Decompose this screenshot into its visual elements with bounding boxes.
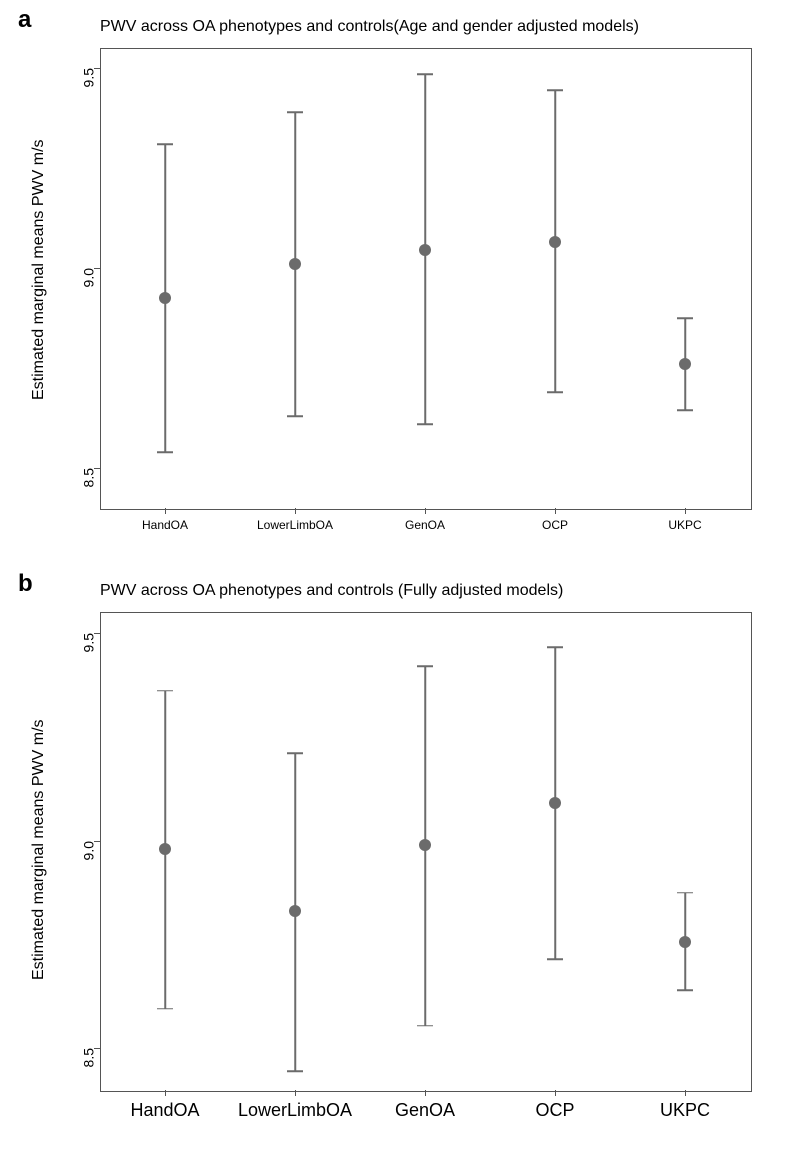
plot-area <box>100 48 752 510</box>
error-cap <box>417 423 433 425</box>
xtick-mark <box>295 1090 296 1096</box>
xtick-label: HandOA <box>130 1100 199 1121</box>
ytick-label: 9.5 <box>80 68 96 87</box>
xtick-label: UKPC <box>660 1100 710 1121</box>
xtick-mark <box>165 1090 166 1096</box>
panel-title: PWV across OA phenotypes and controls (F… <box>100 582 563 600</box>
panel-label: a <box>18 6 31 34</box>
xtick-label: OCP <box>542 518 568 532</box>
ytick-label: 9.5 <box>80 633 96 652</box>
data-point <box>419 839 431 851</box>
xtick-label: UKPC <box>668 518 701 532</box>
error-cap <box>677 317 693 319</box>
xtick-mark <box>555 1090 556 1096</box>
figure: a PWV across OA phenotypes and controls(A… <box>0 0 787 1159</box>
xtick-mark <box>165 508 166 514</box>
y-axis-label: Estimated marginal means PWV m/s <box>30 719 48 980</box>
error-cap <box>417 1025 433 1027</box>
panel-title: PWV across OA phenotypes and controls(Ag… <box>100 18 639 36</box>
xtick-mark <box>425 508 426 514</box>
ytick-label: 9.0 <box>80 268 96 287</box>
data-point <box>289 905 301 917</box>
xtick-label: GenOA <box>405 518 445 532</box>
error-cap <box>547 391 563 393</box>
ytick-label: 8.5 <box>80 1048 96 1067</box>
data-point <box>289 258 301 270</box>
xtick-mark <box>295 508 296 514</box>
xtick-label: LowerLimbOA <box>257 518 333 532</box>
error-cap <box>287 1071 303 1073</box>
error-cap <box>417 73 433 75</box>
xtick-mark <box>685 508 686 514</box>
error-cap <box>547 89 563 91</box>
error-cap <box>157 1008 173 1010</box>
error-cap <box>157 143 173 145</box>
error-cap <box>287 753 303 755</box>
xtick-mark <box>425 1090 426 1096</box>
data-point <box>549 236 561 248</box>
ytick-label: 9.0 <box>80 841 96 860</box>
ytick-label: 8.5 <box>80 468 96 487</box>
error-cap <box>157 690 173 692</box>
error-cap <box>547 647 563 649</box>
error-cap <box>287 111 303 113</box>
data-point <box>679 358 691 370</box>
xtick-mark <box>555 508 556 514</box>
xtick-mark <box>685 1090 686 1096</box>
error-cap <box>547 958 563 960</box>
xtick-label: LowerLimbOA <box>238 1100 352 1121</box>
error-cap <box>157 451 173 453</box>
error-cap <box>417 665 433 667</box>
data-point <box>419 244 431 256</box>
data-point <box>679 936 691 948</box>
error-cap <box>677 892 693 894</box>
xtick-label: OCP <box>535 1100 574 1121</box>
xtick-label: HandOA <box>142 518 188 532</box>
data-point <box>159 292 171 304</box>
data-point <box>159 843 171 855</box>
plot-area <box>100 612 752 1092</box>
data-point <box>549 797 561 809</box>
error-cap <box>287 415 303 417</box>
panel-label: b <box>18 570 33 598</box>
error-cap <box>677 989 693 991</box>
xtick-label: GenOA <box>395 1100 455 1121</box>
y-axis-label: Estimated marginal means PWV m/s <box>30 139 48 400</box>
error-cap <box>677 409 693 411</box>
